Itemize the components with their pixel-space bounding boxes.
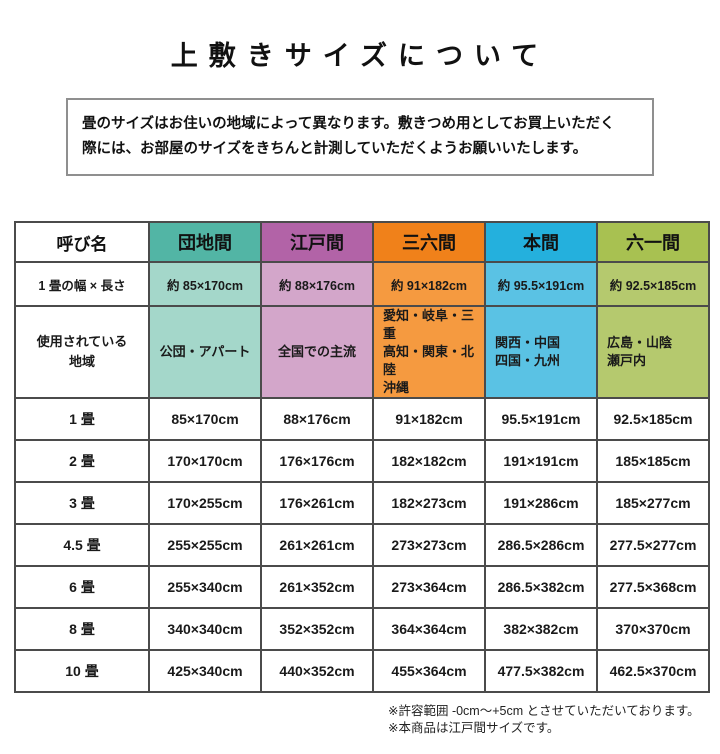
size-cell: 255×255cm [148,523,262,567]
size-cell: 440×352cm [260,649,374,693]
size-cell: 88×176cm [260,397,374,441]
header-row: 呼び名 団地間 江戸間 三六間 本間 六一間 [14,221,710,263]
size-cell: 273×273cm [372,523,486,567]
region-cell: 広島・山陰 瀬戸内 [596,305,710,399]
size-cell: 455×364cm [372,649,486,693]
size-cell: 286.5×382cm [484,565,598,609]
footnotes: ※許容範囲 -0cm〜+5cm とさせていただいております。 ※本商品は江戸間サ… [388,703,720,737]
size-cell: 370×370cm [596,607,710,651]
size-cell: 91×182cm [372,397,486,441]
size-cell: 364×364cm [372,607,486,651]
size-row-label: 4.5 畳 [14,523,150,567]
page-title: 上敷きサイズについて [170,41,550,71]
width-cell: 約 88×176cm [260,261,374,307]
region-cell: 公団・アパート [148,305,262,399]
size-row-6jo: 6 畳 255×340cm 261×352cm 273×364cm 286.5×… [14,565,710,609]
size-row-label: 3 畳 [14,481,150,525]
size-row-label: 8 畳 [14,607,150,651]
footnote-tolerance: ※許容範囲 -0cm〜+5cm とさせていただいております。 [388,704,700,718]
size-row-2jo: 2 畳 170×170cm 176×176cm 182×182cm 191×19… [14,439,710,483]
size-cell: 425×340cm [148,649,262,693]
notice-line-1: 畳のサイズはお住いの地域によって異なります。敷きつめ用としてお買上いただく [82,116,615,132]
size-row-label: 2 畳 [14,439,150,483]
header-cell-danchima: 団地間 [148,221,262,263]
size-row-4-5jo: 4.5 畳 255×255cm 261×261cm 273×273cm 286.… [14,523,710,567]
size-cell: 182×273cm [372,481,486,525]
footnote-product-size: ※本商品は江戸間サイズです。 [388,721,560,735]
size-cell: 261×261cm [260,523,374,567]
size-cell: 185×277cm [596,481,710,525]
width-cell: 約 92.5×185cm [596,261,710,307]
size-cell: 340×340cm [148,607,262,651]
size-cell: 255×340cm [148,565,262,609]
header-cell-honma: 本間 [484,221,598,263]
size-row-1jo: 1 畳 85×170cm 88×176cm 91×182cm 95.5×191c… [14,397,710,441]
size-cell: 462.5×370cm [596,649,710,693]
region-cell: 全国での主流 [260,305,374,399]
size-cell: 182×182cm [372,439,486,483]
size-cell: 191×191cm [484,439,598,483]
region-row: 使用されている 地域 公団・アパート 全国での主流 愛知・岐阜・三重 高知・関東… [14,305,710,399]
width-cell: 約 95.5×191cm [484,261,598,307]
size-cell: 382×382cm [484,607,598,651]
header-cell-sabuma: 三六間 [372,221,486,263]
notice-line-2: 際には、お部屋のサイズをきちんと計測していただくようお願いいたします。 [82,141,588,157]
region-cell: 関西・中国 四国・九州 [484,305,598,399]
size-row-8jo: 8 畳 340×340cm 352×352cm 364×364cm 382×38… [14,607,710,651]
size-cell: 176×176cm [260,439,374,483]
width-cell: 約 91×182cm [372,261,486,307]
width-cell: 約 85×170cm [148,261,262,307]
size-cell: 85×170cm [148,397,262,441]
header-cell-edoma: 江戸間 [260,221,374,263]
size-cell: 170×170cm [148,439,262,483]
size-row-label: 1 畳 [14,397,150,441]
size-cell: 477.5×382cm [484,649,598,693]
size-cell: 273×364cm [372,565,486,609]
size-cell: 95.5×191cm [484,397,598,441]
size-cell: 176×261cm [260,481,374,525]
size-cell: 92.5×185cm [596,397,710,441]
size-row-10jo: 10 畳 425×340cm 440×352cm 455×364cm 477.5… [14,649,710,693]
size-cell: 185×185cm [596,439,710,483]
size-row-label: 10 畳 [14,649,150,693]
size-cell: 170×255cm [148,481,262,525]
size-cell: 277.5×277cm [596,523,710,567]
header-cell-rokuichima: 六一間 [596,221,710,263]
region-cell: 愛知・岐阜・三重 高知・関東・北陸 沖縄 [372,305,486,399]
size-cell: 261×352cm [260,565,374,609]
notice-box: 畳のサイズはお住いの地域によって異なります。敷きつめ用としてお買上いただく 際に… [66,98,654,176]
width-row-label: 1 畳の幅 × 長さ [14,261,150,307]
tatami-size-table: 呼び名 団地間 江戸間 三六間 本間 六一間 1 畳の幅 × 長さ 約 85×1… [14,221,710,693]
size-row-label: 6 畳 [14,565,150,609]
corner-cell: 呼び名 [14,221,150,263]
size-cell: 277.5×368cm [596,565,710,609]
size-row-3jo: 3 畳 170×255cm 176×261cm 182×273cm 191×28… [14,481,710,525]
width-row: 1 畳の幅 × 長さ 約 85×170cm 約 88×176cm 約 91×18… [14,261,710,307]
size-cell: 191×286cm [484,481,598,525]
size-cell: 352×352cm [260,607,374,651]
region-row-label: 使用されている 地域 [14,305,150,399]
size-cell: 286.5×286cm [484,523,598,567]
